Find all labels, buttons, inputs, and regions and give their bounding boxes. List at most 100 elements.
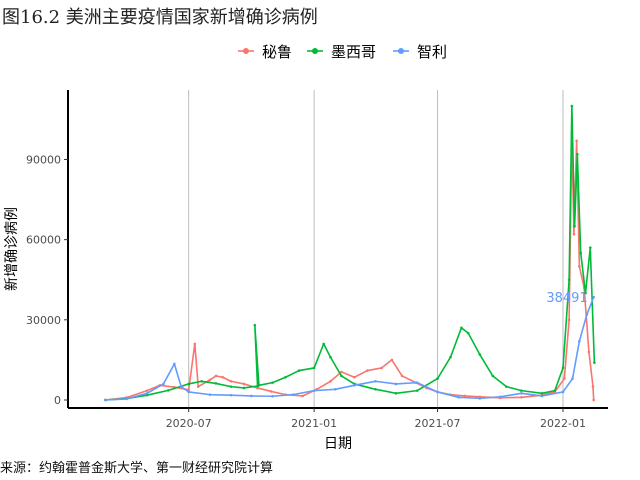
data-point: [478, 397, 482, 400]
legend-key-point: [398, 48, 404, 54]
data-point: [366, 369, 369, 372]
data-point: [457, 396, 460, 399]
y-tick-label: 60000: [26, 234, 61, 247]
data-point: [585, 313, 589, 316]
data-point: [553, 389, 557, 392]
x-tick-label: 2022-01: [540, 417, 586, 430]
data-point: [400, 374, 404, 378]
data-point: [540, 394, 544, 398]
data-point: [291, 393, 295, 396]
data-point: [436, 377, 439, 380]
data-point: [436, 390, 439, 394]
data-point: [284, 375, 287, 379]
data-point: [353, 383, 356, 387]
y-tick-label: 90000: [26, 153, 61, 166]
y-tick-label: 30000: [26, 314, 61, 327]
data-point: [592, 295, 595, 299]
data-point: [571, 377, 574, 380]
data-point: [145, 389, 149, 392]
data-point: [575, 139, 578, 143]
data-point: [166, 389, 170, 392]
data-point: [173, 362, 176, 366]
legend-item-0: 秘鲁: [238, 43, 292, 61]
data-point: [390, 358, 394, 362]
data-point: [187, 390, 190, 394]
data-point: [449, 355, 452, 359]
data-point: [340, 374, 343, 378]
data-point: [520, 392, 523, 395]
data-point: [498, 395, 502, 399]
data-point: [162, 382, 165, 386]
y-axis-title: 新增确诊病例: [4, 207, 20, 291]
data-point: [540, 392, 544, 395]
data-point: [567, 318, 571, 322]
data-point: [592, 398, 595, 402]
data-point: [229, 393, 233, 397]
data-point: [329, 355, 332, 359]
data-point: [570, 104, 574, 108]
data-point: [374, 387, 377, 391]
legend-label: 智利: [417, 43, 447, 61]
x-tick-label: 2020-07: [166, 417, 212, 430]
data-point: [561, 390, 565, 394]
data-point: [256, 386, 259, 390]
data-point: [380, 366, 383, 370]
data-point: [221, 375, 225, 379]
annotations: 38491: [546, 291, 587, 306]
legend-label: 墨西哥: [331, 43, 376, 61]
axes: 0 30000 60000 90000 2020-07 2021-01 2021-07 202…: [4, 90, 608, 452]
data-point: [394, 382, 398, 386]
data-point: [573, 224, 576, 228]
data-point: [312, 389, 316, 392]
series-2: [104, 295, 595, 402]
data-point: [200, 379, 203, 383]
data-point: [563, 377, 566, 380]
x-axis-title: 日期: [324, 436, 352, 452]
data-point: [229, 385, 233, 388]
data-point: [145, 392, 149, 395]
data-point: [179, 385, 183, 388]
data-point: [466, 331, 470, 335]
legend-item-1: 墨西哥: [307, 43, 376, 61]
data-point: [491, 374, 495, 378]
series-line: [105, 105, 596, 401]
source-note: 来源：约翰霍普金斯大学、第一财经研究院计算: [0, 461, 274, 476]
data-point: [322, 342, 325, 346]
series-line: [105, 131, 595, 401]
y-tick-label: 0: [54, 394, 61, 407]
data-point: [301, 394, 304, 398]
data-point: [576, 152, 579, 156]
data-point: [229, 379, 233, 383]
data-point: [104, 398, 107, 402]
data-point: [242, 382, 246, 386]
data-point: [271, 381, 274, 384]
series-layer: [104, 104, 596, 402]
data-point: [415, 389, 419, 392]
legend: 秘鲁 墨西哥 智利: [238, 43, 447, 61]
series-1: [104, 104, 596, 402]
data-point: [193, 342, 197, 346]
data-point: [415, 381, 419, 384]
data-point: [593, 361, 596, 364]
data-point: [520, 389, 523, 392]
data-point: [253, 323, 257, 327]
legend-label: 秘鲁: [262, 43, 292, 61]
data-point: [591, 385, 595, 388]
data-point: [269, 390, 273, 393]
data-point: [250, 394, 253, 398]
data-point: [588, 246, 592, 249]
legend-item-2: 智利: [393, 43, 447, 61]
data-point: [578, 339, 581, 343]
data-point: [214, 374, 218, 378]
data-point: [271, 394, 274, 398]
data-point: [478, 353, 482, 356]
data-point: [505, 385, 508, 388]
data-point: [584, 291, 587, 295]
data-point: [353, 375, 356, 379]
data-point: [208, 378, 212, 382]
data-point: [208, 393, 212, 396]
x-tick-label: 2021-01: [291, 417, 337, 430]
data-point: [463, 394, 467, 398]
data-point: [297, 369, 301, 372]
